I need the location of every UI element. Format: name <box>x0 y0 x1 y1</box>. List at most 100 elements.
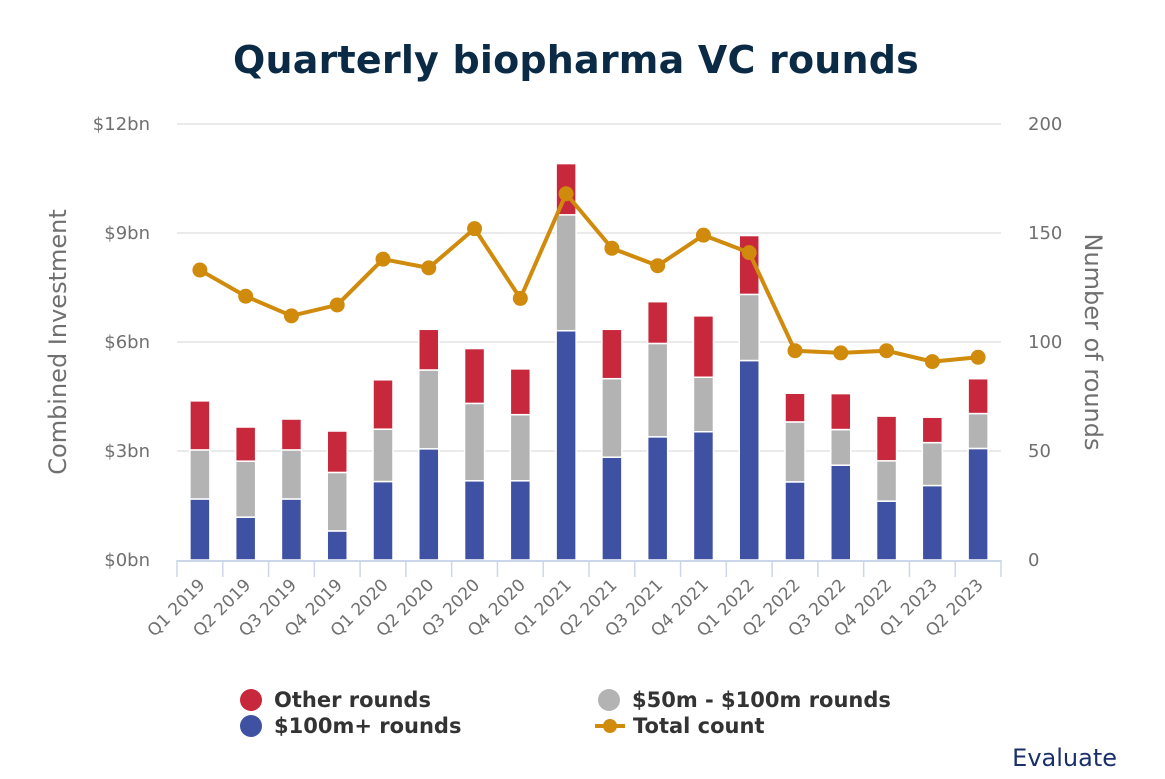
bar-50m-100m-rounds[interactable] <box>463 402 486 482</box>
bars <box>189 162 989 561</box>
bar-other-rounds[interactable] <box>601 328 623 380</box>
bar-100m-rounds[interactable] <box>555 329 577 561</box>
bar-100m-rounds[interactable] <box>967 447 989 561</box>
legend-label: Other rounds <box>274 688 431 712</box>
total-count-line-path <box>198 191 979 364</box>
bar-50m-100m-rounds[interactable] <box>784 421 806 483</box>
y-axis-title-right: Number of rounds <box>1079 234 1107 451</box>
bar-other-rounds[interactable] <box>692 315 715 378</box>
right-axis-ticks: 0 50 100 150 200 <box>1028 114 1062 571</box>
bar-other-rounds[interactable] <box>830 392 852 431</box>
bar-100m-rounds[interactable] <box>921 484 944 561</box>
bar-50m-100m-rounds[interactable] <box>372 428 394 483</box>
legend-marker-100m-icon <box>240 715 262 737</box>
bar-50m-100m-rounds[interactable] <box>967 412 989 450</box>
total-count-point[interactable] <box>283 308 299 324</box>
bar-100m-rounds[interactable] <box>692 430 715 561</box>
bar-100m-rounds[interactable] <box>372 480 394 561</box>
bar-100m-rounds[interactable] <box>234 516 257 561</box>
total-count-point[interactable] <box>695 227 711 243</box>
bar-50m-100m-rounds[interactable] <box>509 413 532 482</box>
total-count-point[interactable] <box>192 262 208 278</box>
bar-50m-100m-rounds[interactable] <box>418 369 440 450</box>
bar-100m-rounds[interactable] <box>418 448 440 561</box>
left-axis-ticks: $0bn $3bn $6bn $9bn $12bn <box>93 114 150 571</box>
bar-50m-100m-rounds[interactable] <box>189 449 211 500</box>
total-count-point[interactable] <box>467 221 483 237</box>
brand-logo: Evaluate <box>1012 744 1117 772</box>
total-count-point[interactable] <box>970 349 986 365</box>
total-count-point[interactable] <box>833 345 849 361</box>
y2-tick-label: 0 <box>1028 550 1039 571</box>
bar-50m-100m-rounds[interactable] <box>280 449 303 500</box>
total-count-line <box>192 186 986 370</box>
bar-100m-rounds[interactable] <box>738 359 760 561</box>
bar-100m-rounds[interactable] <box>830 464 852 561</box>
bar-50m-100m-rounds[interactable] <box>326 471 348 532</box>
bar-100m-rounds[interactable] <box>189 498 211 561</box>
bar-other-rounds[interactable] <box>189 400 211 451</box>
legend-label: $50m - $100m rounds <box>632 688 891 712</box>
bar-50m-100m-rounds[interactable] <box>875 460 898 502</box>
y-tick-label: $6bn <box>104 332 150 353</box>
bar-other-rounds[interactable] <box>967 377 989 415</box>
total-count-point[interactable] <box>512 290 528 306</box>
y-tick-label: $3bn <box>104 441 150 462</box>
y-axis-title-left: Combined Investment <box>44 209 72 475</box>
legend-item-other-rounds[interactable]: Other rounds <box>240 688 431 712</box>
bar-other-rounds[interactable] <box>280 418 303 451</box>
bar-other-rounds[interactable] <box>463 347 486 405</box>
bar-other-rounds[interactable] <box>372 379 394 430</box>
bar-100m-rounds[interactable] <box>784 481 806 561</box>
bar-100m-rounds[interactable] <box>326 530 348 561</box>
bar-other-rounds[interactable] <box>646 300 669 345</box>
bar-50m-100m-rounds[interactable] <box>921 441 944 487</box>
total-count-point[interactable] <box>421 260 437 276</box>
bar-50m-100m-rounds[interactable] <box>646 342 669 438</box>
legend-item-total-count[interactable]: Total count <box>595 714 765 738</box>
legend-label: $100m+ rounds <box>274 714 462 738</box>
total-count-point[interactable] <box>375 251 391 267</box>
bar-50m-100m-rounds[interactable] <box>601 377 623 458</box>
bar-50m-100m-rounds[interactable] <box>234 460 257 518</box>
total-count-point[interactable] <box>924 354 940 370</box>
total-count-point[interactable] <box>238 288 254 304</box>
y2-tick-label: 200 <box>1028 114 1062 135</box>
y2-tick-label: 50 <box>1028 441 1051 462</box>
bar-50m-100m-rounds[interactable] <box>555 214 577 332</box>
bar-100m-rounds[interactable] <box>601 456 623 561</box>
bar-100m-rounds[interactable] <box>875 500 898 561</box>
bar-other-rounds[interactable] <box>509 368 532 416</box>
bar-other-rounds[interactable] <box>875 415 898 462</box>
bar-50m-100m-rounds[interactable] <box>692 376 715 433</box>
total-count-point[interactable] <box>558 186 574 202</box>
total-count-point[interactable] <box>787 343 803 359</box>
legend-item-50m-100m-rounds[interactable]: $50m - $100m rounds <box>598 688 891 712</box>
bar-50m-100m-rounds[interactable] <box>738 293 760 362</box>
bar-50m-100m-rounds[interactable] <box>830 428 852 466</box>
y2-tick-label: 100 <box>1028 332 1062 353</box>
bar-other-rounds[interactable] <box>234 426 257 462</box>
legend-item-100m-plus-rounds[interactable]: $100m+ rounds <box>240 714 461 738</box>
bar-100m-rounds[interactable] <box>646 436 669 561</box>
total-count-point[interactable] <box>329 297 345 313</box>
bar-100m-rounds[interactable] <box>509 480 532 561</box>
total-count-point[interactable] <box>879 343 895 359</box>
y-tick-label: $12bn <box>93 114 150 135</box>
bar-other-rounds[interactable] <box>326 430 348 474</box>
bar-other-rounds[interactable] <box>418 328 440 371</box>
bar-other-rounds[interactable] <box>921 416 944 444</box>
gridlines <box>177 123 1001 452</box>
y2-tick-label: 150 <box>1028 223 1062 244</box>
bar-100m-rounds[interactable] <box>463 480 486 561</box>
total-count-point[interactable] <box>741 245 757 261</box>
bar-other-rounds[interactable] <box>784 392 806 423</box>
bar-100m-rounds[interactable] <box>280 498 303 561</box>
legend-marker-50m-icon <box>598 689 620 711</box>
total-count-point[interactable] <box>604 240 620 256</box>
total-count-point[interactable] <box>650 258 666 274</box>
y-tick-label: $9bn <box>104 223 150 244</box>
y-tick-label: $0bn <box>104 550 150 571</box>
